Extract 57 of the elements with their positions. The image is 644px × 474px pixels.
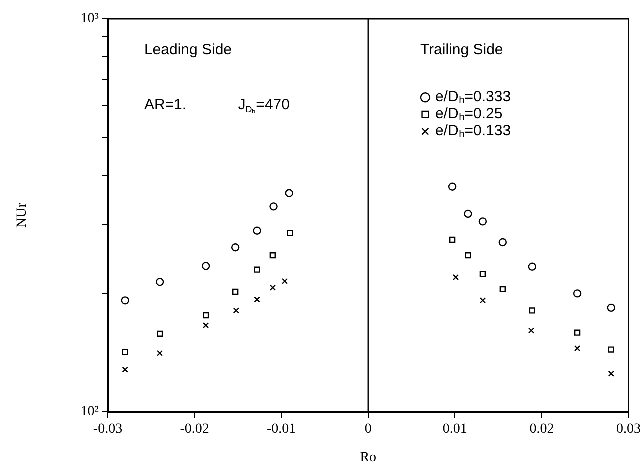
point xyxy=(464,210,472,218)
point xyxy=(608,370,614,377)
point xyxy=(232,288,239,296)
point xyxy=(282,278,288,284)
annotation: AR=1. xyxy=(144,96,187,114)
annotation: Leading Side xyxy=(144,42,232,59)
point xyxy=(157,330,164,338)
point xyxy=(449,236,456,244)
y-axis-title: NUr xyxy=(15,202,30,228)
annotation: Trailing Side xyxy=(420,42,504,59)
point xyxy=(498,238,507,247)
point xyxy=(528,262,537,271)
point xyxy=(529,308,536,314)
point xyxy=(202,262,210,270)
point xyxy=(157,350,164,356)
x-tick-label: 0.01 xyxy=(442,422,468,438)
legend-label: e/Dₕ=0.133 xyxy=(435,122,512,140)
point xyxy=(270,252,276,259)
point xyxy=(607,304,616,312)
point xyxy=(574,346,581,352)
point xyxy=(254,266,260,273)
point xyxy=(448,182,457,191)
point xyxy=(465,252,472,259)
point xyxy=(121,296,130,305)
point xyxy=(608,346,614,353)
point xyxy=(254,296,260,303)
point xyxy=(574,330,581,336)
point xyxy=(480,298,486,304)
point xyxy=(270,202,278,211)
point xyxy=(253,226,262,235)
point xyxy=(203,312,210,319)
x-tick-label: -0.02 xyxy=(180,422,210,438)
point xyxy=(478,218,488,226)
x-tick-label: 0.02 xyxy=(530,422,554,438)
point xyxy=(203,322,210,329)
x-tick-label: 0.03 xyxy=(616,422,641,438)
point xyxy=(287,230,294,236)
x-tick-label: 0 xyxy=(364,422,372,438)
legend-label: e/Dₕ=0.333 xyxy=(435,88,512,106)
point xyxy=(233,308,240,314)
x-tick-label: -0.03 xyxy=(93,422,123,438)
point xyxy=(452,274,460,281)
point xyxy=(122,349,128,356)
point xyxy=(480,271,486,278)
point xyxy=(231,244,240,252)
legend-label: e/Dₕ=0.25 xyxy=(435,106,503,123)
point xyxy=(500,286,506,293)
x-axis-title: Ro xyxy=(360,450,377,466)
point xyxy=(156,278,164,286)
point xyxy=(122,366,128,373)
y-tick-label: 10² xyxy=(80,404,99,420)
point xyxy=(285,189,294,198)
x-tick-label: -0.01 xyxy=(266,422,296,438)
point xyxy=(573,290,582,298)
point xyxy=(528,328,535,334)
point xyxy=(270,284,276,291)
y-tick-label: 10³ xyxy=(80,12,99,27)
